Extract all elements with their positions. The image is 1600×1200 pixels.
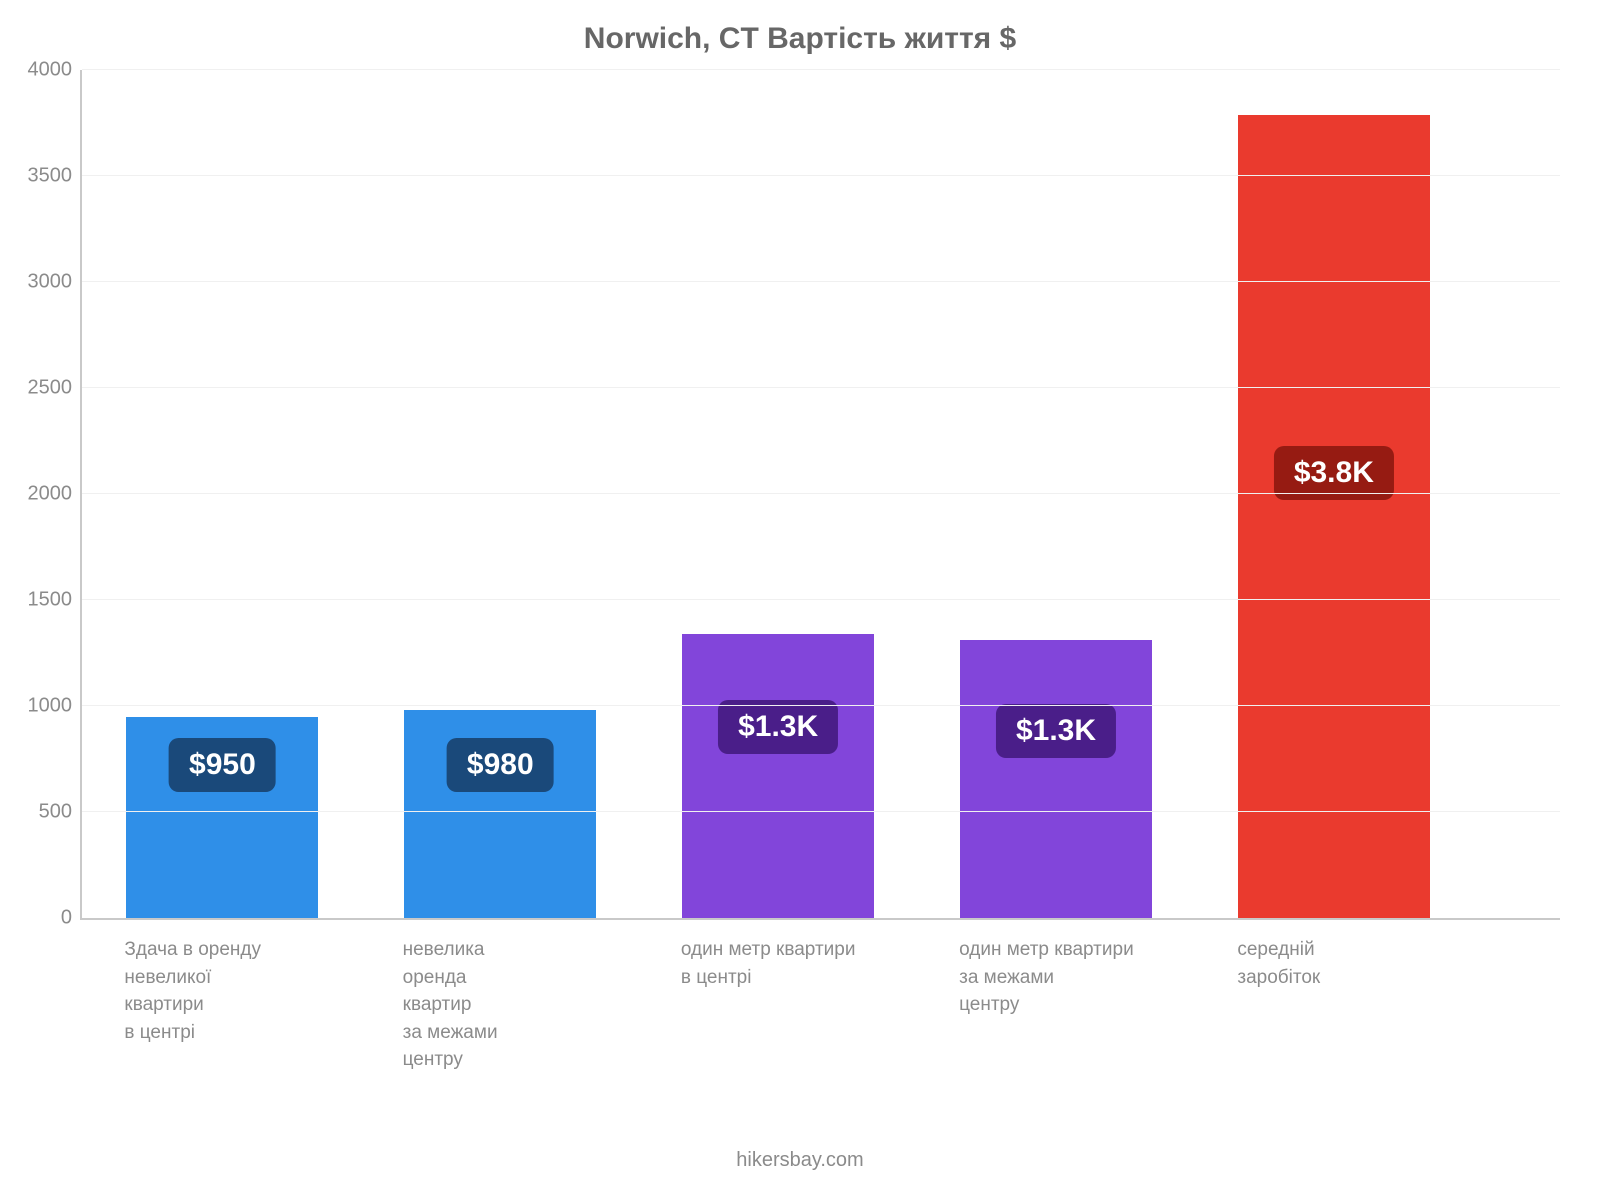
y-tick-label: 500 <box>12 801 72 824</box>
bars-layer: $950 $980 $1.3K $1.3K $3.8K <box>82 70 1560 918</box>
value-pill: $980 <box>447 738 554 792</box>
gridline <box>82 811 1560 812</box>
bar: $980 <box>404 710 596 918</box>
cost-of-living-chart: Norwich, CT Вартість життя $ $950 $980 $1.… <box>0 0 1600 1200</box>
x-tick-label: один метр квартирив центрі <box>681 936 951 991</box>
gridline <box>82 599 1560 600</box>
x-tick-label: один метр квартириза межамицентру <box>959 936 1229 1019</box>
y-tick-label: 1000 <box>12 695 72 718</box>
y-tick-label: 3000 <box>12 271 72 294</box>
y-tick-label: 4000 <box>12 59 72 82</box>
gridline <box>82 493 1560 494</box>
bar: $950 <box>126 717 318 918</box>
value-pill: $1.3K <box>996 704 1116 758</box>
y-tick-label: 0 <box>12 907 72 930</box>
y-tick-label: 1500 <box>12 589 72 612</box>
plot-area: $950$980$1.3K$1.3K$3.8K 0500100015002000… <box>80 70 1560 920</box>
gridline <box>82 705 1560 706</box>
value-pill: $3.8K <box>1274 446 1394 500</box>
gridline <box>82 175 1560 176</box>
gridline <box>82 387 1560 388</box>
value-pill: $950 <box>169 738 276 792</box>
y-tick-label: 2500 <box>12 377 72 400</box>
x-tick-label: середнійзаробіток <box>1237 936 1507 991</box>
gridline <box>82 281 1560 282</box>
y-tick-label: 3500 <box>12 165 72 188</box>
bar: $3.8K <box>1238 115 1430 918</box>
x-tick-label: Здача в орендуневеликоїквартирив центрі <box>124 936 394 1046</box>
value-pill: $1.3K <box>718 700 838 754</box>
chart-title: Norwich, CT Вартість життя $ <box>0 22 1600 56</box>
x-tick-label: невеликаорендаквартирза межамицентру <box>403 936 673 1074</box>
y-tick-label: 2000 <box>12 483 72 506</box>
bar: $1.3K <box>960 640 1152 918</box>
chart-footer: hikersbay.com <box>0 1149 1600 1172</box>
bar: $1.3K <box>682 634 874 918</box>
gridline <box>82 69 1560 70</box>
